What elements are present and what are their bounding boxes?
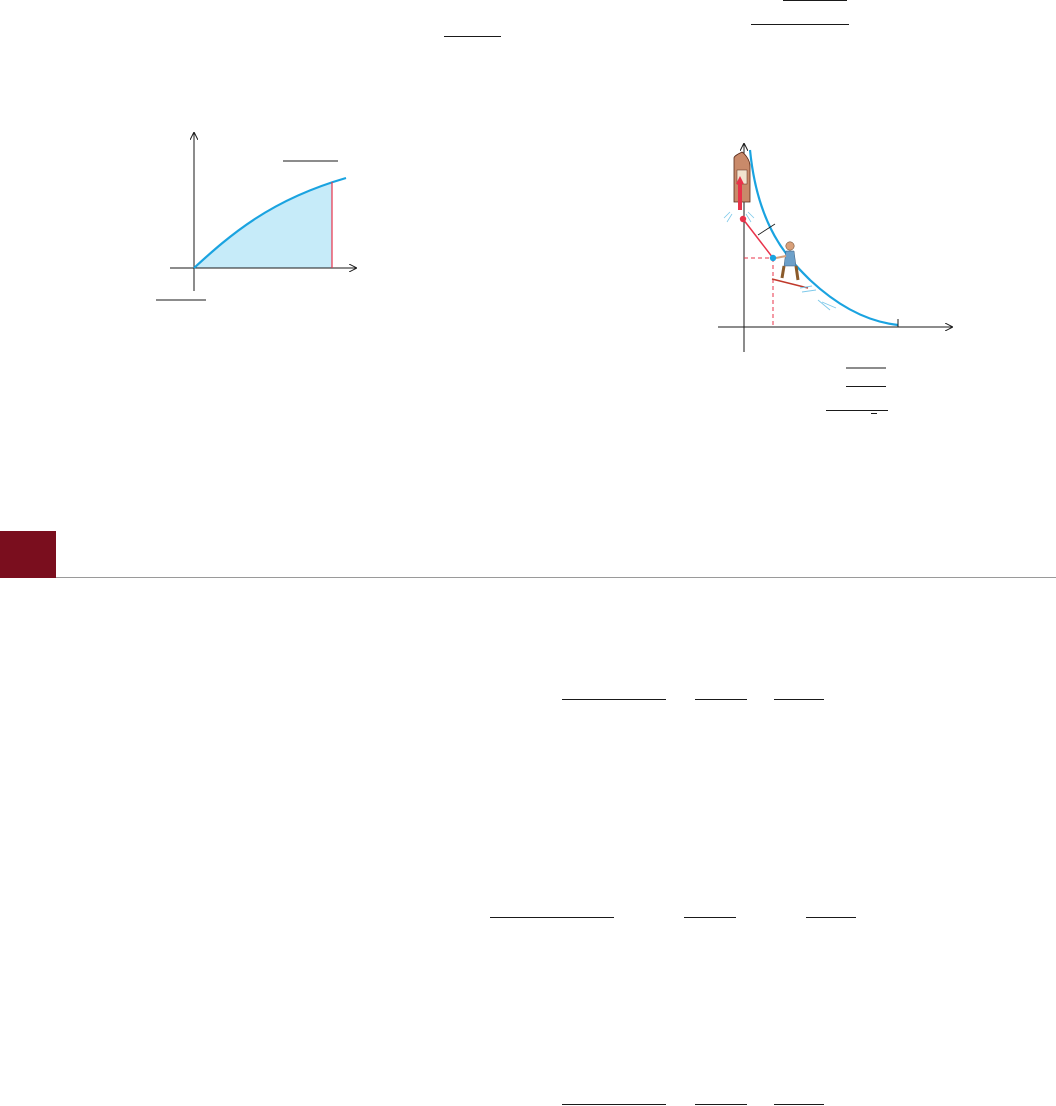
water-spray-icon: [799, 285, 837, 311]
boat-point: [739, 215, 747, 223]
equation-3-fraction-2: [695, 1104, 747, 1105]
equation-2-fraction-1: [490, 917, 614, 918]
area-under-curve-figure: [156, 125, 370, 301]
curve: [193, 176, 347, 269]
tractrix-curve: [748, 149, 899, 327]
equation-1-fraction-3: [774, 699, 824, 700]
motorboat-icon: [733, 151, 751, 210]
fraction-bar-right-fig-1: [846, 386, 886, 387]
fraction-bar-top-2b: [751, 24, 849, 25]
equation-3-fraction-1: [562, 1104, 666, 1105]
tractrix-figure: [718, 140, 960, 369]
water-spray-icon: [723, 211, 755, 223]
section-number-band: [0, 531, 56, 578]
fraction-bar-right-fig-2: [826, 410, 888, 411]
rope-label-leader: [757, 223, 776, 236]
water-skier-icon: [771, 241, 809, 289]
equation-3-fraction-3: [774, 1104, 824, 1105]
section-divider: [56, 577, 1056, 578]
skier-point: [769, 254, 777, 262]
equation-2-fraction-3: [806, 917, 856, 918]
fraction-bar-top-2a: [783, 0, 847, 1]
fraction-bar-top-1: [444, 36, 501, 37]
shaded-region: [194, 182, 332, 268]
equation-1-fraction-1: [562, 699, 666, 700]
equation-1-fraction-2: [695, 699, 747, 700]
fraction-bar-right-fig-3: [871, 413, 877, 414]
tow-rope: [742, 218, 774, 259]
equation-2-fraction-2: [684, 917, 736, 918]
